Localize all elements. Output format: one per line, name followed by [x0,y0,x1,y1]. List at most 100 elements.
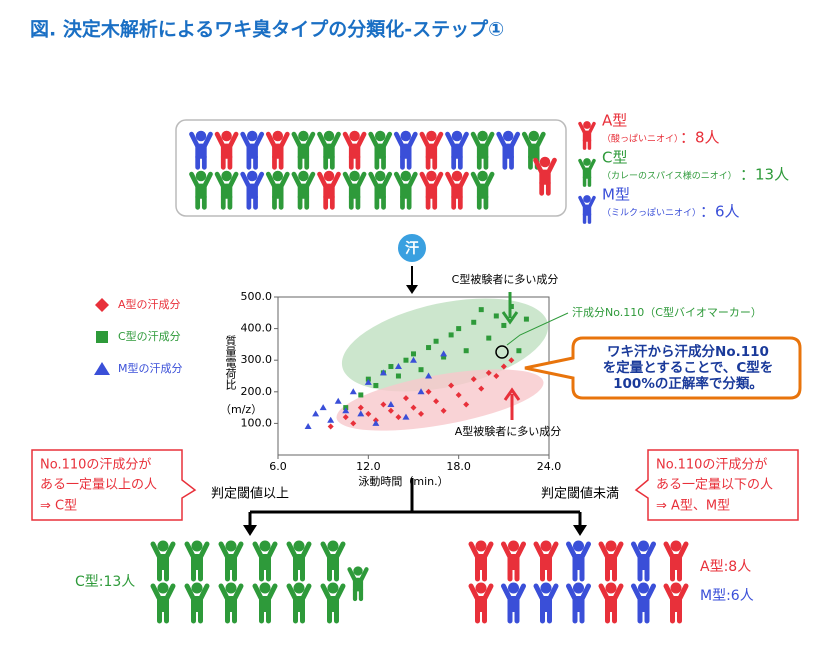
torso [475,554,487,570]
point [486,335,492,341]
head [259,582,271,594]
head [426,130,437,142]
head [475,540,487,552]
torso [297,143,310,159]
body [501,541,526,582]
person-icon [578,195,596,224]
person-icon [189,130,213,170]
point [380,401,387,408]
body [393,171,418,210]
body [347,567,369,602]
left-box [31,449,197,521]
person-icon [184,540,210,582]
body [470,131,495,170]
title: 図. 決定木解析によるワキ臭タイプの分類化-ステップ① [30,18,504,41]
body [252,541,278,582]
torso [327,596,339,612]
point [417,388,425,395]
head [502,130,514,142]
torso [259,596,271,612]
body [252,583,278,624]
callout [524,336,802,400]
person-icon [533,156,557,196]
person-icon [468,540,494,582]
head [400,170,412,182]
head [638,582,649,594]
torso [637,554,650,570]
person-icon [598,582,624,624]
person-icon [342,170,367,210]
legend-marker [96,331,108,343]
torso [451,143,463,159]
head [157,540,169,552]
torso [476,143,489,159]
box-text: ⇒ C型 [40,499,77,514]
group-label: M型 [602,186,630,204]
body [240,171,265,210]
torso [191,554,203,570]
annotation: 汗成分No.110（C型バイオマーカー） [572,305,762,319]
group-count: ：6人 [700,203,740,221]
point [387,407,394,414]
torso [297,183,310,199]
point [463,401,470,408]
torso [572,554,585,570]
body [578,195,596,224]
box-text: ある一定量以下の人 [656,478,773,493]
legend-label: A型の汗成分 [118,297,181,311]
point [358,392,364,398]
torso [475,596,487,612]
body [566,541,591,582]
body [291,131,316,170]
torso [507,596,520,612]
head [477,170,488,182]
head [451,170,463,182]
person-icon [240,130,265,170]
x-axis-label: 泳動時間（min.） [358,474,448,488]
point [485,369,492,376]
box-text: ある一定量以上の人 [40,478,157,493]
y-tick-label: 100.0 [241,416,273,429]
point [425,388,432,395]
head [293,540,305,552]
body [214,171,239,210]
head [475,582,487,594]
point [411,351,416,357]
torso [352,577,364,592]
person-icon [150,540,176,582]
person-icon [578,121,596,150]
torso [374,143,386,159]
head [508,540,519,552]
group-count: ：13人 [740,166,789,184]
body [286,583,312,624]
person-icon [265,170,290,210]
body [368,171,393,210]
head [225,582,237,594]
y-axis-label: 質量電荷比 [224,334,237,390]
torso [540,596,552,612]
head [221,130,232,142]
head [221,170,232,182]
point [357,410,365,417]
point [304,423,312,430]
annotation-arrow [501,292,519,325]
point [418,410,425,417]
sweat-badge-text: 汗 [405,240,419,257]
head [246,170,258,182]
person-icon [663,582,689,624]
person-icon [393,130,418,170]
right-box [634,449,799,521]
body [393,131,418,170]
y-tick-label: 400.0 [241,322,273,335]
head [327,582,339,594]
person-icon [252,582,278,624]
point [455,391,462,398]
result-label: M型:6人 [700,588,754,604]
head [323,130,335,142]
person-icon [347,566,369,602]
torso [259,554,271,570]
x-tick-label: 18.0 [446,460,471,473]
torso [157,596,169,612]
torso [348,143,361,159]
point [365,410,372,417]
